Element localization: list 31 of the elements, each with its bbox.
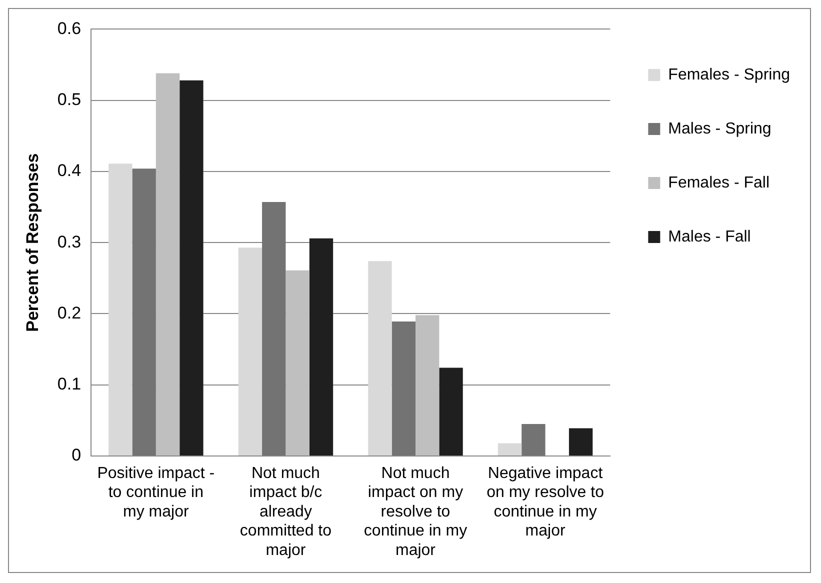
legend-label: Females - Fall xyxy=(668,174,770,192)
bar xyxy=(156,73,180,456)
bar xyxy=(309,238,334,456)
y-tick-label: 0.5 xyxy=(57,90,82,110)
legend-label: Females - Spring xyxy=(668,66,790,84)
bar xyxy=(392,322,416,456)
bar xyxy=(108,164,132,456)
y-tick-label: 0.3 xyxy=(57,232,82,252)
x-tick-label: Positive impact - to continue in my major xyxy=(97,465,215,520)
y-tick-label: 0.6 xyxy=(57,18,82,38)
x-tick-label: Not much impact b/c already committed to major xyxy=(240,465,332,559)
bar xyxy=(286,270,310,456)
y-tick-label: 0 xyxy=(72,446,82,465)
bar xyxy=(238,248,262,456)
bar xyxy=(439,368,463,456)
x-tick-label: Negative impact on my resolve to continue in my major xyxy=(486,465,604,540)
bar xyxy=(368,261,392,456)
y-tick-label: 0.1 xyxy=(57,374,82,394)
y-axis-title: Percent of Responses xyxy=(22,153,42,332)
bar xyxy=(498,443,522,456)
legend-label: Males - Spring xyxy=(668,120,772,138)
x-tick-label: Not much impact on my resolve to continue in my major xyxy=(364,465,468,559)
bar xyxy=(180,80,204,456)
bar xyxy=(568,428,593,456)
bar xyxy=(132,168,156,456)
bar xyxy=(522,424,546,456)
y-tick-label: 0.2 xyxy=(57,303,82,322)
y-tick-label: 0.4 xyxy=(57,161,82,180)
bar xyxy=(262,202,286,456)
bar xyxy=(416,315,440,456)
legend-label: Males - Fall xyxy=(668,228,751,246)
